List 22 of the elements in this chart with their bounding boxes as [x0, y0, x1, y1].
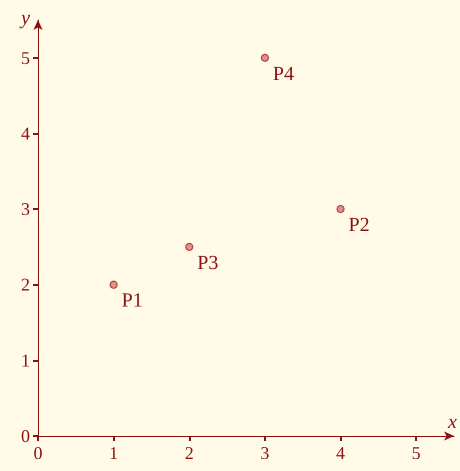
y-tick-label: 1: [21, 350, 30, 370]
annotation: P4: [272, 62, 294, 85]
annotation: P2: [348, 214, 370, 236]
point: [336, 205, 345, 214]
point: [260, 54, 269, 62]
y-tick-label: 4: [21, 123, 30, 144]
annotation: P3: [197, 252, 218, 274]
y-tick-label: 3: [21, 199, 30, 220]
x-axis-title: x: [447, 411, 457, 433]
y-tick-label: 0: [21, 426, 30, 446]
x-tick-label: 3: [260, 443, 270, 463]
point: [185, 242, 194, 251]
y-tick-label: 5: [21, 48, 30, 68]
point: [110, 280, 118, 289]
x-tick-label: 0: [34, 443, 42, 463]
x-tick-label: 2: [184, 443, 194, 463]
x-tick-label: 1: [109, 443, 118, 463]
y-tick-label: 2: [21, 274, 30, 295]
annotation: P1: [122, 290, 143, 312]
y-axis-title: y: [19, 7, 30, 29]
x-tick-label: 5: [412, 443, 421, 463]
x-tick-label: 4: [336, 443, 346, 463]
